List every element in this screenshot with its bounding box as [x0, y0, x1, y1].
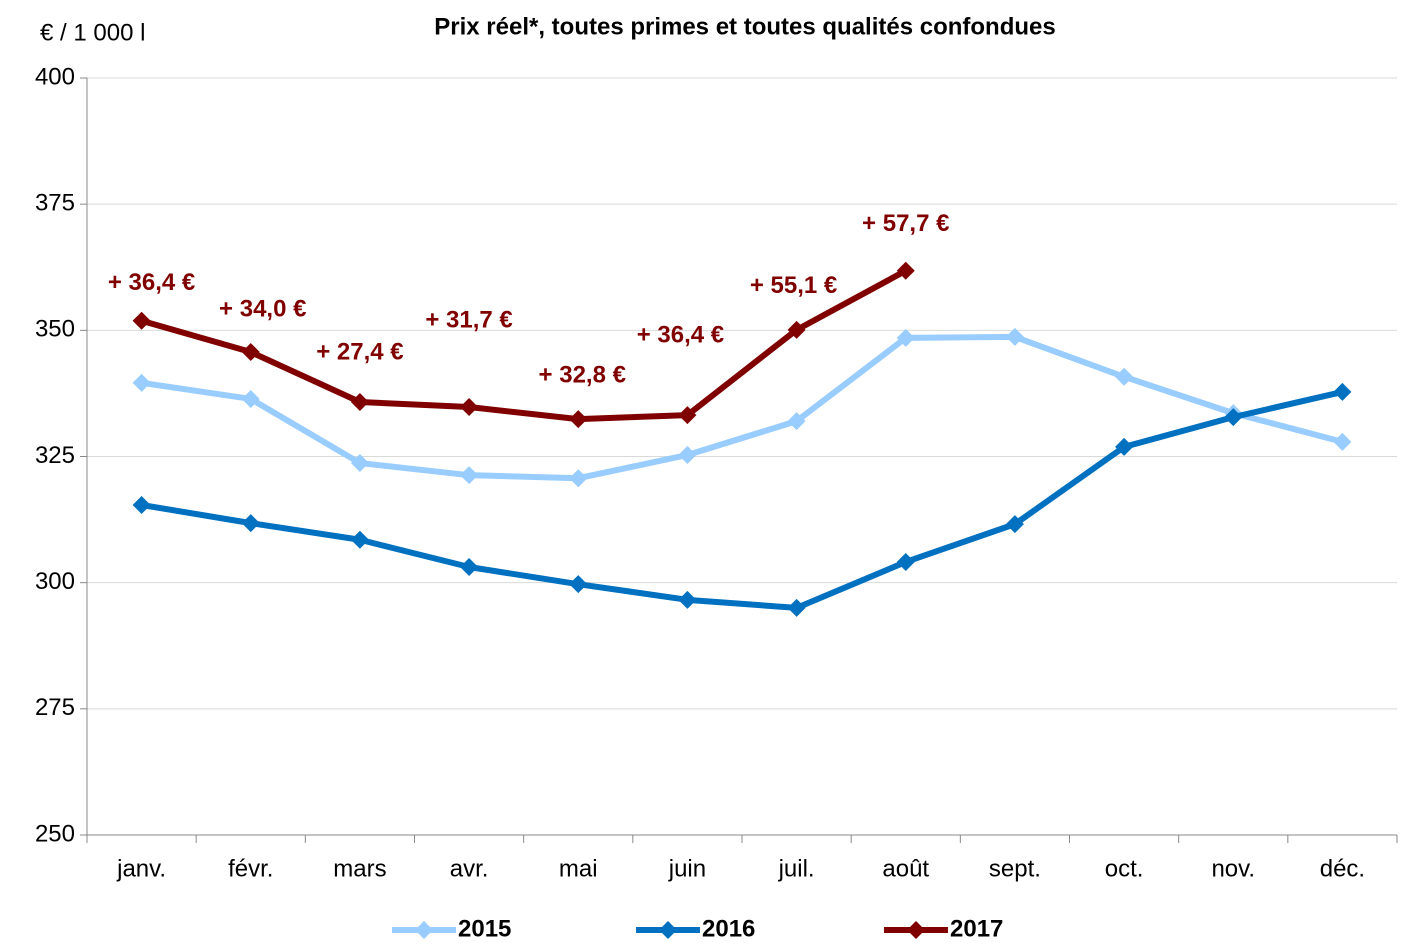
point-marker	[1005, 327, 1024, 346]
point-marker	[1224, 408, 1243, 427]
y-tick-label: 275	[35, 694, 75, 721]
point-marker	[787, 412, 806, 431]
legend-label: 2016	[702, 915, 755, 942]
point-marker	[896, 552, 915, 571]
point-marker	[678, 406, 697, 425]
annotation: + 57,7 €	[862, 210, 949, 237]
point-marker	[569, 410, 588, 429]
annotation: + 36,4 €	[637, 321, 724, 348]
point-marker	[241, 343, 260, 362]
point-marker	[787, 598, 806, 617]
point-marker	[1005, 515, 1024, 534]
x-tick-label: janv.	[116, 855, 166, 882]
point-marker	[1115, 367, 1134, 386]
point-marker	[350, 454, 369, 473]
series-line	[141, 388, 1344, 611]
annotation: + 32,8 €	[539, 361, 626, 388]
legend-marker	[659, 921, 677, 939]
annotation: + 27,4 €	[316, 338, 403, 365]
point-marker	[132, 311, 151, 330]
point-marker	[1115, 437, 1134, 456]
y-tick-label: 325	[35, 442, 75, 469]
point-marker	[241, 514, 260, 533]
x-tick-label: févr.	[228, 855, 273, 882]
legend-label: 2015	[458, 915, 511, 942]
annotation: + 31,7 €	[425, 306, 512, 333]
point-marker	[1333, 432, 1352, 451]
point-marker	[678, 590, 697, 609]
point-marker	[787, 320, 806, 339]
x-tick-label: déc.	[1320, 855, 1365, 882]
y-tick-label: 400	[35, 63, 75, 90]
point-marker	[569, 469, 588, 488]
point-marker	[350, 392, 369, 411]
point-marker	[569, 575, 588, 594]
y-tick-label: 250	[35, 820, 75, 847]
y-tick-label: 375	[35, 190, 75, 217]
point-marker	[1333, 382, 1352, 401]
point-marker	[460, 466, 479, 485]
x-tick-label: nov.	[1211, 855, 1255, 882]
x-tick-label: sept.	[989, 855, 1041, 882]
annotation: + 55,1 €	[750, 272, 837, 299]
legend-marker	[907, 921, 925, 939]
point-marker	[678, 445, 697, 464]
annotation: + 34,0 €	[219, 295, 306, 322]
point-marker	[460, 398, 479, 417]
point-marker	[460, 558, 479, 577]
annotation: + 36,4 €	[108, 269, 195, 296]
chart-title: Prix réel*, toutes primes et toutes qual…	[434, 13, 1055, 40]
x-tick-label: mai	[559, 855, 598, 882]
series-line	[141, 333, 1344, 482]
x-tick-label: juil.	[778, 855, 815, 882]
legend-label: 2017	[950, 915, 1003, 942]
point-marker	[350, 530, 369, 549]
legend-marker	[415, 921, 433, 939]
point-marker	[896, 328, 915, 347]
y-axis-label: € / 1 000 l	[40, 19, 145, 46]
y-tick-label: 300	[35, 568, 75, 595]
x-tick-label: oct.	[1105, 855, 1144, 882]
x-tick-label: août	[882, 855, 929, 882]
point-marker	[896, 261, 915, 280]
x-tick-label: avr.	[450, 855, 489, 882]
point-marker	[132, 495, 151, 514]
x-tick-label: mars	[333, 855, 386, 882]
point-marker	[241, 389, 260, 408]
y-tick-label: 350	[35, 316, 75, 343]
point-marker	[132, 373, 151, 392]
x-tick-label: juin	[668, 855, 706, 882]
series-line	[140, 268, 908, 423]
